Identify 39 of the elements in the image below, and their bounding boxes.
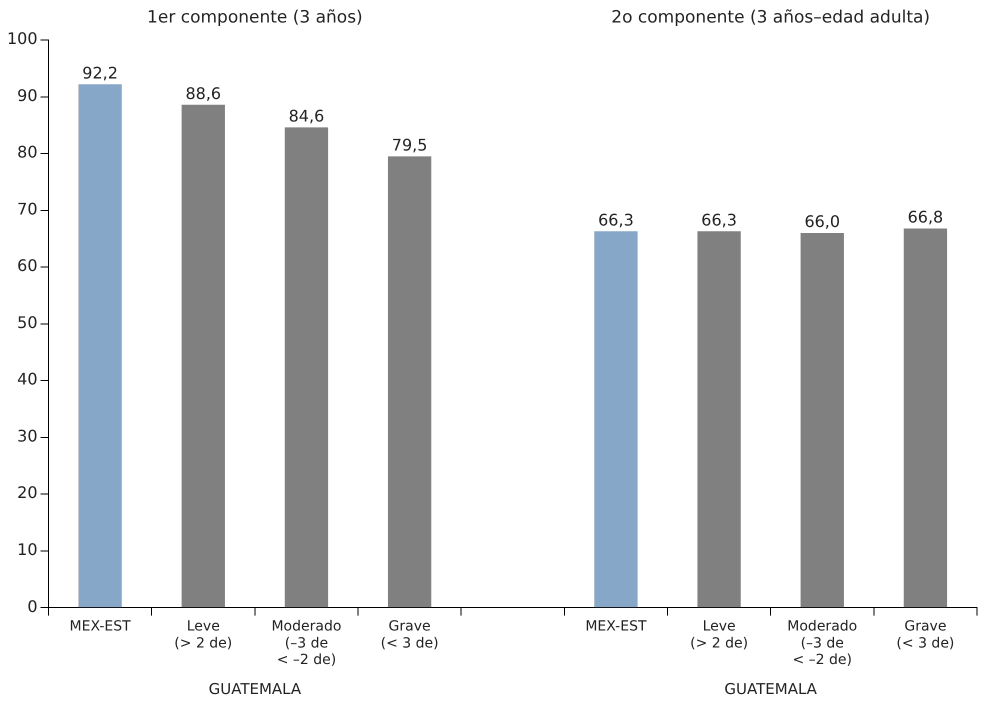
- x-tick-label: Leve (> 2 de): [174, 618, 232, 652]
- y-tick-label: 0: [27, 596, 38, 616]
- data-label: 92,2: [82, 63, 118, 82]
- data-label: 88,6: [185, 84, 222, 103]
- text: 2o componente (3 años–edad adulta): [611, 7, 930, 28]
- bar: [800, 232, 844, 608]
- y-tick-label: 10: [17, 540, 38, 559]
- x-tick-label: Moderado (–3 de < –2 de): [787, 618, 858, 668]
- bar: [388, 156, 432, 608]
- y-tick-label: 30: [17, 426, 38, 446]
- data-label: 84,6: [288, 106, 324, 126]
- data-label: 66,3: [701, 210, 737, 230]
- x-tick-label: MEX-EST: [70, 618, 132, 635]
- x-tick-label: Leve (> 2 de): [690, 618, 748, 652]
- bar: [594, 231, 638, 608]
- x-tick-label: Grave (< 3 de): [380, 618, 439, 652]
- y-tick-label: 70: [17, 199, 38, 218]
- x-tick-label: MEX-EST: [585, 618, 647, 635]
- data-label: 66,8: [908, 208, 944, 227]
- text: GUATEMALA: [208, 680, 302, 698]
- y-tick-label: 90: [17, 86, 38, 105]
- y-tick-label: 20: [17, 483, 38, 502]
- y-tick-label: 100: [6, 29, 38, 48]
- y-tick-label: 50: [17, 312, 38, 332]
- bar: [182, 104, 225, 608]
- y-tick-label: 80: [17, 142, 38, 162]
- text: 1er componente (3 años): [147, 7, 363, 28]
- bar: [78, 84, 122, 608]
- y-tick-label: 40: [17, 370, 38, 389]
- data-label: 79,5: [392, 136, 428, 155]
- x-tick-label: Grave (< 3 de): [896, 618, 954, 652]
- bar: [904, 228, 948, 608]
- x-tick-label: Moderado (–3 de < –2 de): [271, 618, 342, 668]
- data-label: 66,3: [598, 210, 634, 230]
- data-label: 66,0: [804, 212, 840, 232]
- y-tick-label: 60: [17, 256, 38, 276]
- text: GUATEMALA: [724, 680, 818, 698]
- bar: [697, 231, 741, 608]
- bar: [284, 127, 328, 608]
